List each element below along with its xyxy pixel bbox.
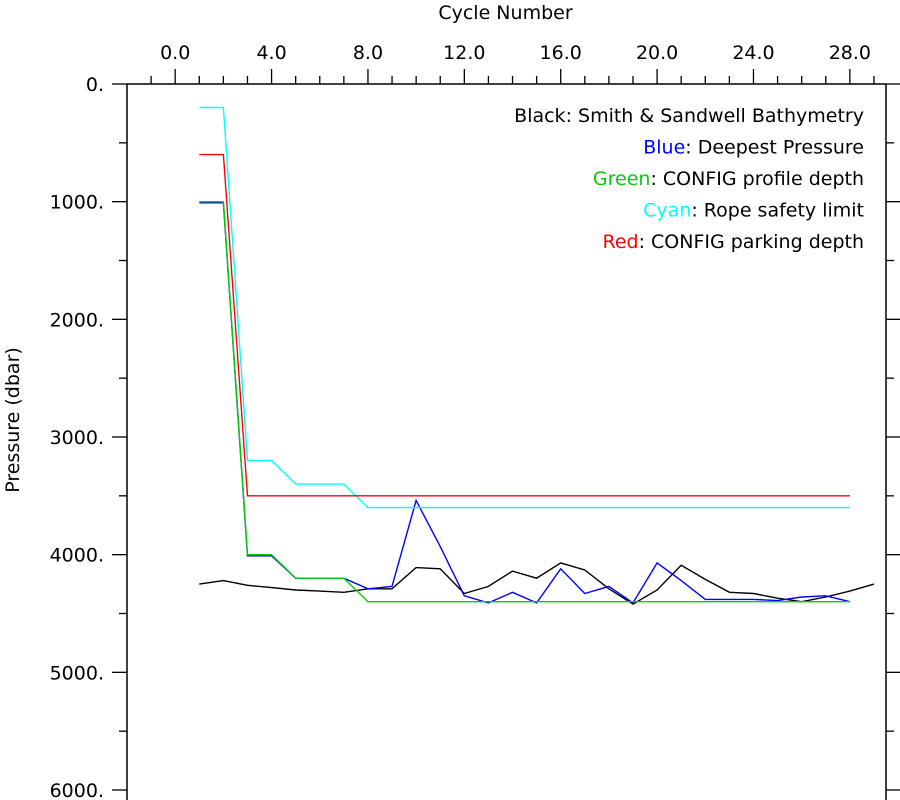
legend-color-word: Black — [514, 105, 565, 127]
series-layer — [199, 106, 875, 605]
x-tick-label: 0.0 — [160, 42, 190, 64]
y-axis-title: Pressure (dbar) — [2, 347, 24, 493]
legend-description: : CONFIG profile depth — [650, 168, 864, 190]
legend-entry: Red: CONFIG parking depth — [602, 231, 864, 253]
legend-description: : Deepest Pressure — [685, 137, 864, 159]
legend-entry: Green: CONFIG profile depth — [593, 168, 864, 190]
plot-frame — [126, 83, 887, 800]
legend-entry: Cyan: Rope safety limit — [643, 200, 864, 222]
series-line-green — [199, 200, 850, 603]
x-axis-ticks: 0.0 4.0 8.0 12.0 16.0 20.0 24.0 28.0 — [150, 42, 875, 84]
legend-color-word: Cyan — [643, 200, 691, 222]
series-line-black — [199, 562, 875, 605]
x-tick-label: 4.0 — [256, 42, 286, 64]
x-tick-label: 28.0 — [829, 42, 871, 64]
legend-entry: Black: Smith & Sandwell Bathymetry — [514, 105, 864, 127]
legend: Black: Smith & Sandwell BathymetryBlue: … — [514, 105, 864, 253]
legend-color-word: Red — [602, 231, 638, 253]
y-tick-label: 0. — [86, 74, 104, 96]
x-tick-label: 16.0 — [540, 42, 582, 64]
x-tick-label: 24.0 — [732, 42, 774, 64]
x-tick-label: 12.0 — [443, 42, 485, 64]
y-tick-label: 6000. — [50, 780, 104, 800]
series-line-cyan — [199, 106, 850, 509]
legend-color-word: Blue — [643, 137, 685, 159]
y-axis-ticks: 0. 1000. 2000. 3000. 4000. 5000. 6000. — [50, 74, 900, 800]
legend-description: : Smith & Sandwell Bathymetry — [566, 105, 864, 127]
legend-entry: Blue: Deepest Pressure — [643, 137, 864, 159]
legend-color-word: Green — [593, 168, 651, 190]
legend-description: : Rope safety limit — [691, 200, 864, 222]
x-tick-label: 8.0 — [353, 42, 383, 64]
y-tick-label: 4000. — [50, 545, 104, 567]
x-axis-title: Cycle Number — [438, 2, 572, 24]
legend-description: : CONFIG parking depth — [639, 231, 864, 253]
y-tick-label: 1000. — [50, 192, 104, 214]
x-tick-label: 20.0 — [636, 42, 678, 64]
y-tick-label: 5000. — [50, 662, 104, 684]
series-line-red — [199, 153, 850, 497]
y-tick-label: 2000. — [50, 309, 104, 331]
series-line-blue — [199, 202, 851, 604]
y-tick-label: 3000. — [50, 427, 104, 449]
